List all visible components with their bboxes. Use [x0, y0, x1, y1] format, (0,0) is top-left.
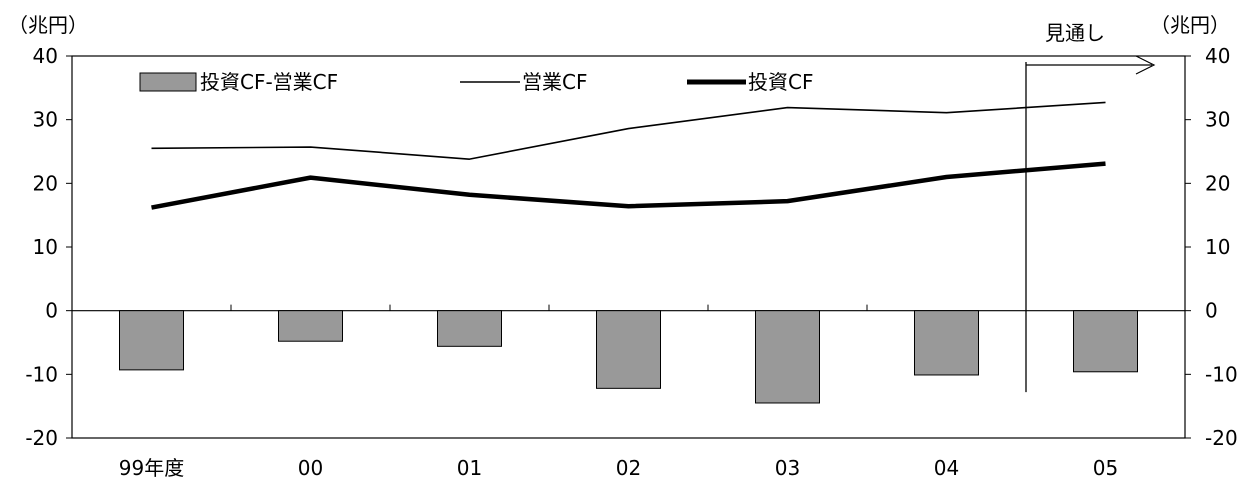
y-tick-label-right: 40 [1205, 44, 1230, 68]
legend-label-operating: 営業CF [522, 70, 587, 94]
bar-investment-minus-operating [914, 310, 979, 376]
line-investment-cf [151, 161, 1106, 210]
bar-investment-minus-operating [437, 310, 502, 347]
y-tick-label-right: 20 [1205, 171, 1230, 195]
x-tick-label: 05 [1093, 456, 1118, 480]
y-tick-label-left: 40 [33, 44, 58, 68]
bar-investment-minus-operating [119, 310, 184, 371]
bar-investment-minus-operating [596, 310, 661, 389]
x-tick-label: 99年度 [119, 456, 184, 480]
right-unit-label: （兆円） [1150, 13, 1230, 37]
y-tick-label-right: -20 [1205, 426, 1238, 450]
x-tick-label: 03 [775, 456, 800, 480]
y-tick-label-left: -10 [25, 362, 58, 386]
chart-axes: 40 30 20 10 0 -10 -20 40 30 20 10 0 -10 -20 99年度 00 01 02… [25, 44, 1237, 480]
y-tick-label-left: 30 [33, 108, 58, 132]
y-tick-label-right: 30 [1205, 108, 1230, 132]
forecast-label: 見通し [1045, 21, 1105, 45]
legend-swatch-bar [139, 72, 197, 92]
x-tick-label: 04 [934, 456, 959, 480]
forecast-arrow-head [1135, 55, 1156, 75]
y-tick-label-right: -10 [1205, 362, 1238, 386]
bar-series [119, 310, 1138, 404]
forecast-marker [1025, 55, 1156, 393]
bar-investment-minus-operating [278, 310, 343, 342]
legend-label-investment: 投資CF [748, 70, 813, 94]
chart-legend: 投資CF-営業CF 営業CF 投資CF [139, 70, 813, 94]
legend-label-bar: 投資CF-営業CF [200, 70, 338, 94]
y-tick-label-right: 10 [1205, 235, 1230, 259]
y-tick-label-left: -20 [25, 426, 58, 450]
x-tick-label: 01 [457, 456, 482, 480]
x-tick-label: 00 [298, 456, 323, 480]
line-series [151, 101, 1106, 210]
line-operating-cf [151, 101, 1106, 160]
y-tick-label-left: 20 [33, 171, 58, 195]
left-unit-label: （兆円） [8, 13, 88, 37]
x-tick-label: 02 [616, 456, 641, 480]
y-tick-label-right: 0 [1205, 299, 1218, 323]
y-tick-label-left: 0 [45, 299, 58, 323]
bar-investment-minus-operating [1073, 310, 1138, 373]
y-tick-label-left: 10 [33, 235, 58, 259]
bar-investment-minus-operating [755, 310, 820, 404]
